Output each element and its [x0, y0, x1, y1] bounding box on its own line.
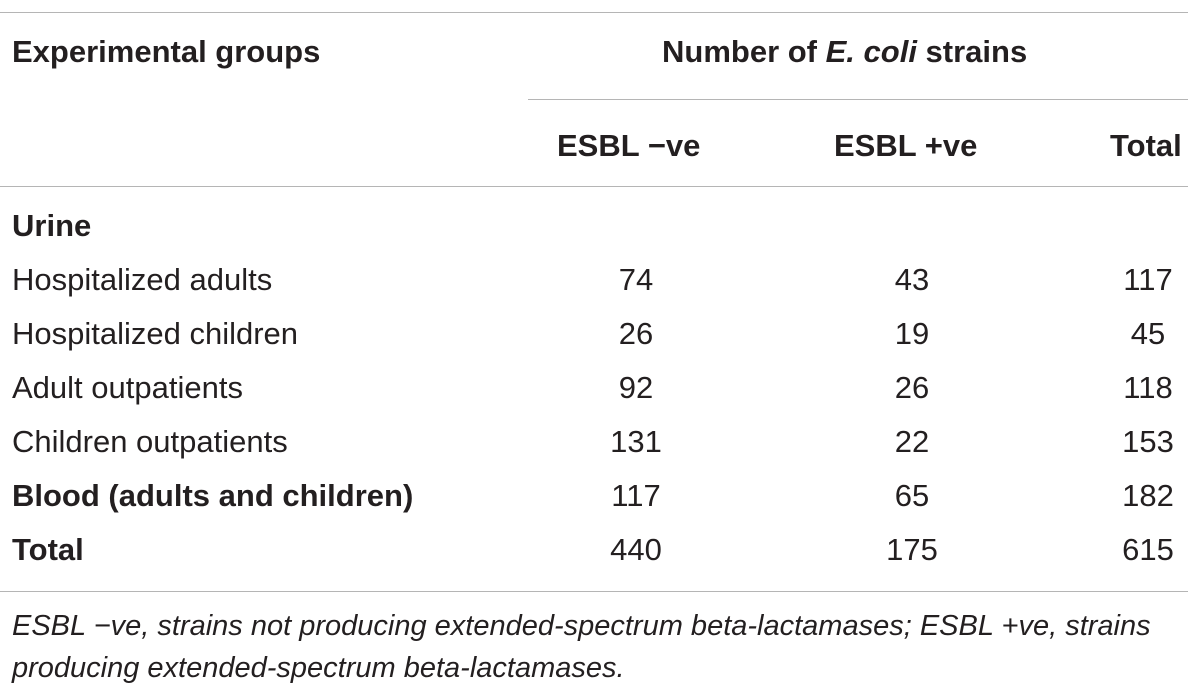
cell-esbl-positive: 26: [894, 370, 930, 405]
header-total: Total: [1110, 128, 1182, 163]
cell-total: 153: [1122, 424, 1174, 459]
table-bottom-rule: [0, 591, 1188, 592]
row-label: Hospitalized children: [12, 316, 299, 351]
cell-esbl-positive: 43: [894, 262, 930, 297]
cell-esbl-negative: 92: [618, 370, 654, 405]
cell-esbl-negative: 131: [610, 424, 662, 459]
header-experimental-groups: Experimental groups: [12, 34, 321, 69]
cell-total: 182: [1122, 478, 1174, 513]
cell-esbl-positive: 19: [894, 316, 930, 351]
cell-esbl-negative: 117: [611, 478, 661, 513]
header-species-name: E. coli: [825, 34, 917, 69]
cell-esbl-positive: 65: [894, 478, 930, 513]
cell-esbl-positive: 175: [886, 532, 938, 567]
cell-esbl-negative: 26: [618, 316, 654, 351]
header-number-of-strains: Number of E. coli strains: [662, 34, 1028, 69]
row-label: Children outpatients: [12, 424, 288, 459]
cell-esbl-negative: 440: [610, 532, 662, 567]
row-label-total: Total: [12, 532, 84, 567]
cell-total: 45: [1130, 316, 1166, 351]
row-label: Hospitalized adults: [12, 262, 273, 297]
table-top-rule: [0, 12, 1188, 13]
cell-total: 615: [1122, 532, 1174, 567]
header-span-rule: [528, 99, 1188, 100]
cell-total: 118: [1123, 370, 1173, 405]
row-label: Adult outpatients: [12, 370, 243, 405]
header-esbl-negative: ESBL −ve: [557, 128, 701, 163]
row-label-blood: Blood (adults and children): [12, 478, 414, 513]
header-bottom-rule: [0, 186, 1188, 187]
table-footnote: ESBL −ve, strains not producing extended…: [12, 610, 1151, 684]
cell-esbl-negative: 74: [618, 262, 654, 297]
header-esbl-positive: ESBL +ve: [834, 128, 978, 163]
cell-esbl-positive: 22: [894, 424, 930, 459]
section-urine: Urine: [12, 208, 92, 243]
cell-total: 117: [1123, 262, 1173, 297]
